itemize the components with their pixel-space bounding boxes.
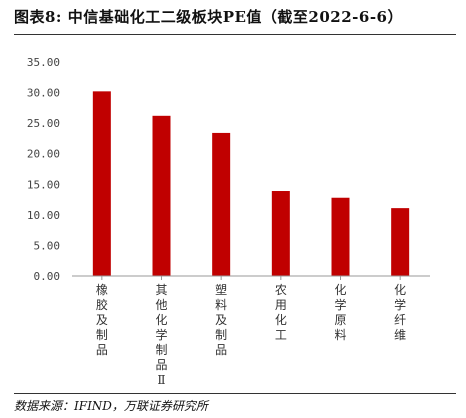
bar: [212, 132, 231, 276]
bars-group: [92, 91, 410, 276]
source-note: 数据来源：IFIND，万联证券研究所: [14, 399, 208, 413]
y-tick-label: 35.00: [27, 56, 60, 69]
y-tick-label: 0.00: [34, 270, 61, 283]
y-tick-label: 25.00: [27, 117, 60, 130]
y-tick-label: 10.00: [27, 209, 60, 222]
bar: [92, 91, 111, 276]
x-tick-label: 其他化学制品 Ⅱ: [155, 283, 167, 387]
y-tick-label: 5.00: [34, 239, 61, 252]
y-axis: 0.00 5.00 10.00 15.00 20.00 25.00 30.00 35.00: [27, 56, 60, 283]
x-tick-label: 塑料及制品: [215, 282, 227, 357]
bar: [152, 115, 171, 276]
y-tick-label: 30.00: [27, 87, 60, 100]
x-tick-label: 化学原料: [334, 283, 346, 342]
x-tick-label: 橡胶及制品: [96, 283, 108, 357]
x-tick-label: 农用化工: [275, 283, 287, 342]
chart-title: 图表8: 中信基础化工二级板块PE值（截至2022-6-6）: [14, 8, 403, 26]
bar: [331, 197, 350, 276]
bar: [271, 191, 290, 276]
title-divider: [14, 34, 456, 35]
y-tick-label: 15.00: [27, 178, 60, 191]
bar: [391, 208, 410, 276]
source-divider: [14, 393, 456, 394]
y-tick-label: 20.00: [27, 148, 60, 161]
x-tick-label: 化学纤维: [394, 283, 406, 342]
bar-chart: 0.00 5.00 10.00 15.00 20.00 25.00 30.00 35.00 橡…: [27, 56, 430, 387]
x-axis: 橡胶及制品 其他化学制品 Ⅱ 塑料及制品 农用化工 化学原料 化学纤维: [72, 275, 430, 387]
